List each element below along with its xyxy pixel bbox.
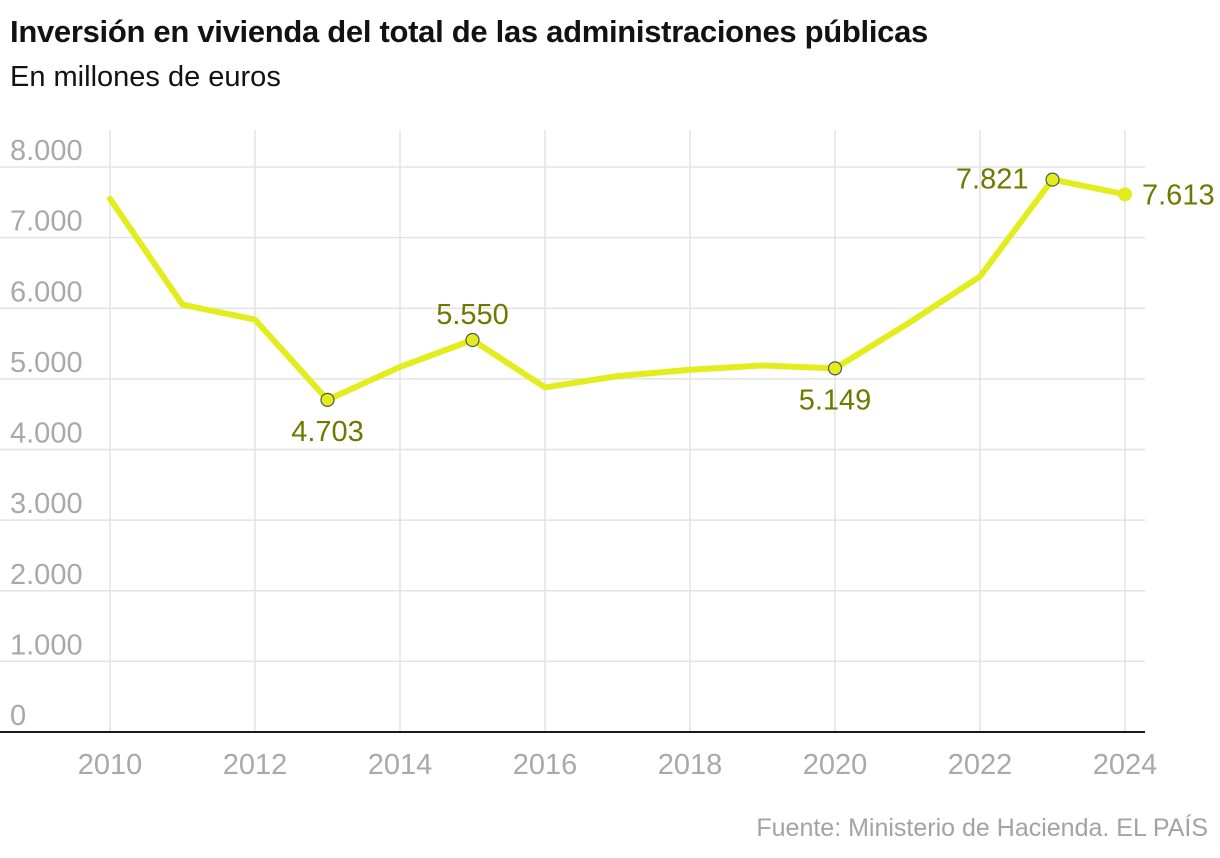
chart-title: Inversión en vivienda del total de las a…: [10, 14, 928, 49]
data-point-marker: [1118, 187, 1132, 202]
x-tick-label: 2020: [803, 749, 868, 781]
x-tick-label: 2014: [368, 749, 433, 781]
grid-lines: [0, 130, 1145, 732]
data-label: 7.613: [1142, 179, 1215, 211]
y-tick-label: 0: [10, 700, 26, 732]
data-markers: [320, 172, 1132, 407]
series-line-path: [107, 176, 1128, 403]
y-tick-label: 6.000: [10, 276, 83, 308]
y-tick-label: 1.000: [10, 629, 83, 661]
y-tick-label: 7.000: [10, 206, 83, 238]
data-labels: 4.703 5.550 5.149 7.821 7.613: [291, 164, 1214, 448]
data-label: 5.149: [799, 384, 872, 416]
y-tick-label: 2.000: [10, 559, 83, 591]
data-point-marker: [320, 392, 335, 407]
y-tick-label: 3.000: [10, 488, 83, 520]
y-tick-label: 5.000: [10, 347, 83, 379]
chart-source: Fuente: Ministerio de Hacienda. EL PAÍS: [756, 814, 1208, 842]
axes: 0 1.000 2.000 3.000 4.000 5.000 6.000 7.000 8.00…: [0, 135, 1157, 781]
x-tick-label: 2024: [1093, 749, 1158, 781]
chart-subtitle: En millones de euros: [10, 61, 281, 93]
data-point-marker: [827, 361, 843, 376]
x-tick-label: 2016: [513, 749, 578, 781]
data-point-marker: [1045, 172, 1060, 187]
x-tick-label: 2018: [658, 749, 723, 781]
x-tick-label: 2022: [948, 749, 1013, 781]
data-label: 5.550: [436, 299, 509, 331]
x-tick-label: 2012: [223, 749, 288, 781]
data-point-marker: [465, 332, 480, 348]
series-line: [107, 176, 1128, 403]
data-label: 4.703: [291, 416, 364, 448]
x-tick-label: 2010: [78, 749, 143, 781]
y-tick-label: 8.000: [10, 135, 83, 167]
data-label: 7.821: [956, 164, 1029, 196]
y-tick-label: 4.000: [10, 418, 83, 450]
